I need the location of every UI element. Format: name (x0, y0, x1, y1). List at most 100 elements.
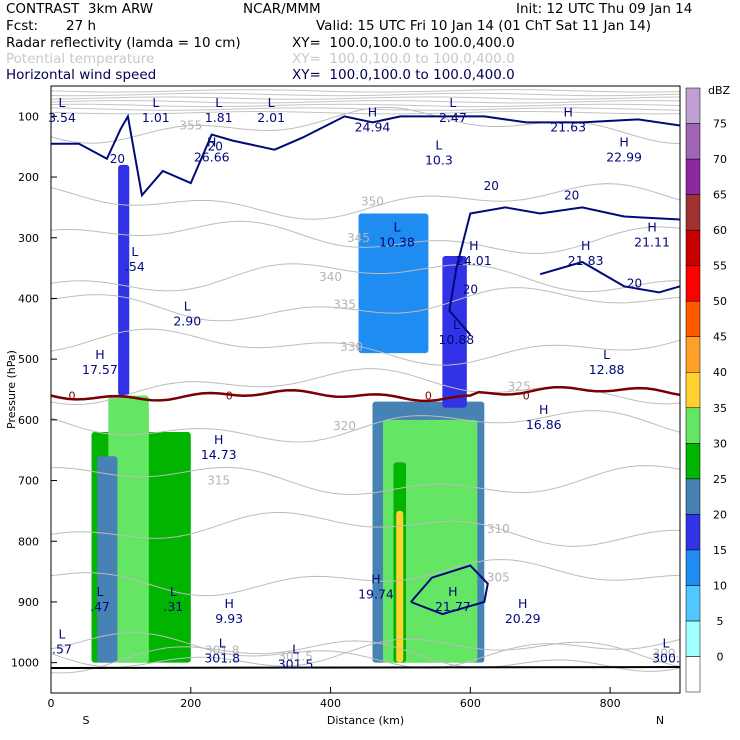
theta-upper-band (51, 103, 680, 108)
extremum-value: .47 (90, 599, 110, 614)
theta-upper-band (51, 107, 680, 111)
colorbar-swatch (685, 371, 701, 409)
y-tick-label: 200 (18, 171, 39, 184)
theta-line-320 (51, 410, 680, 443)
contour-labels: 300. 301.5 301.8 305 310 315 320 325 330 335 340 34… (48, 95, 680, 671)
extremum-low-marker: L (59, 626, 66, 641)
reflectivity-field (91, 164, 485, 663)
y-tick-label: 900 (18, 596, 39, 609)
wind-label-20: 20 (484, 179, 499, 193)
extremum-value: 300. (652, 650, 680, 665)
colorbar-level-label: 0 (717, 650, 724, 663)
extremum-high-marker: H (518, 596, 527, 611)
valid-time: Valid: 15 UTC Fri 10 Jan 14 (01 ChT Sat … (316, 18, 652, 34)
y-tick-label: 500 (18, 353, 39, 366)
extremum-value: 21.77 (435, 599, 471, 614)
wind-label-20: 20 (627, 276, 642, 290)
theta-label-345: 345 (347, 231, 370, 245)
extremum-value: 19.74 (358, 587, 394, 602)
extremum-high-marker: H (539, 402, 548, 417)
wind-label-20: 20 (208, 140, 223, 154)
extremum-value: 21.63 (550, 119, 586, 134)
x-axis-north-label: N (656, 714, 664, 727)
reflectivity-cell-5 (382, 419, 478, 663)
theta-line-301.5 (51, 640, 680, 674)
field-wind-xy: XY= 100.0,100.0 to 100.0,400.0 (292, 67, 515, 83)
extremum-high-marker: H (207, 135, 216, 150)
extremum-value: .54 (125, 259, 145, 274)
colorbar-swatch (685, 656, 701, 693)
colorbar: dBZ 0 5 10 15 20 25 30 35 40 45 50 55 60 65 70 75 (685, 84, 731, 693)
colorbar-swatch (685, 229, 701, 266)
extremum-value: 1.81 (205, 110, 233, 125)
extremum-value: 3.54 (48, 110, 76, 125)
colorbar-swatch (685, 194, 701, 231)
freezing-level-label: 0 (226, 390, 233, 403)
extremum-high-marker: H (371, 572, 380, 587)
extremum-value: 14.73 (201, 447, 237, 462)
init-time: Init: 12 UTC Thu 09 Jan 14 (516, 1, 693, 17)
extremum-high-marker: H (225, 596, 234, 611)
reflectivity-cell-1 (108, 395, 149, 663)
colorbar-level-label: 15 (713, 544, 727, 557)
theta-label-330: 330 (340, 340, 363, 354)
reflectivity-cell-2 (97, 456, 118, 663)
extremum-value: 1.01 (142, 110, 170, 125)
theta-isolines (51, 89, 680, 674)
colorbar-level-label: 5 (717, 615, 724, 628)
theta-label-340: 340 (319, 270, 342, 284)
extremum-value: 10.3 (425, 153, 453, 168)
reflectivity-cell-9 (358, 213, 429, 354)
theta-label-300.: 300. (653, 647, 680, 661)
extremum-high-marker: H (368, 104, 377, 119)
extremum-value: 2.01 (257, 110, 285, 125)
colorbar-swatch (685, 265, 701, 302)
extremum-value: 20.29 (505, 611, 541, 626)
extremum-high-marker: H (448, 584, 457, 599)
extremum-low-marker: L (184, 299, 191, 314)
wind-contour-20 (51, 113, 680, 198)
colorbar-swatch (685, 407, 701, 444)
theta-label-355: 355 (179, 118, 202, 132)
wind-contour-20 (410, 564, 489, 616)
y-tick-label: 400 (18, 292, 39, 305)
extremum-value: 2.47 (439, 110, 467, 125)
colorbar-swatch (685, 585, 701, 622)
colorbar-level-label: 55 (713, 260, 727, 273)
colorbar-level-label: 70 (713, 153, 727, 166)
field-theta-xy: XY= 100.0,100.0 to 100.0,400.0 (292, 51, 515, 67)
theta-upper-band (51, 96, 680, 100)
extremum-value: 22.99 (606, 150, 642, 165)
extremum-value: 24.01 (456, 253, 492, 268)
reflectivity-cell-7 (396, 510, 404, 663)
theta-line-301.8 (51, 631, 680, 669)
extremum-value: 21.11 (634, 235, 670, 250)
extremum-low-marker: L (215, 95, 222, 110)
theta-label-350: 350 (361, 194, 384, 208)
wind-contours (51, 113, 680, 616)
colorbar-level-label: 75 (713, 118, 727, 131)
forecast-label: Fcst: (6, 18, 39, 34)
theta-line-335 (51, 287, 680, 322)
extremum-value: 301.5 (278, 657, 314, 672)
colorbar-swatch (685, 478, 701, 515)
x-tick-label: 800 (600, 697, 621, 710)
field-reflectivity-xy: XY= 100.0,100.0 to 100.0,400.0 (292, 35, 515, 51)
extremum-value: 21.83 (568, 253, 604, 268)
theta-label-310: 310 (487, 522, 510, 536)
wind-label-20: 20 (564, 188, 579, 202)
extremum-low-marker: L (59, 95, 66, 110)
forecast-hour: 27 h (66, 18, 97, 34)
extremum-high-marker: H (469, 238, 478, 253)
theta-line-345 (51, 220, 680, 255)
extremum-value: .57 (52, 641, 72, 656)
colorbar-level-label: 65 (713, 189, 727, 202)
colorbar-level-label: 25 (713, 473, 727, 486)
field-theta-name: Potential temperature (6, 51, 155, 67)
y-axis-title: Pressure (hPa) (5, 350, 18, 429)
extremum-low-marker: L (131, 244, 138, 259)
colorbar-swatch (685, 443, 701, 480)
colorbar-swatch (685, 336, 701, 373)
x-tick-label: 400 (320, 697, 341, 710)
theta-line-340 (51, 263, 680, 293)
